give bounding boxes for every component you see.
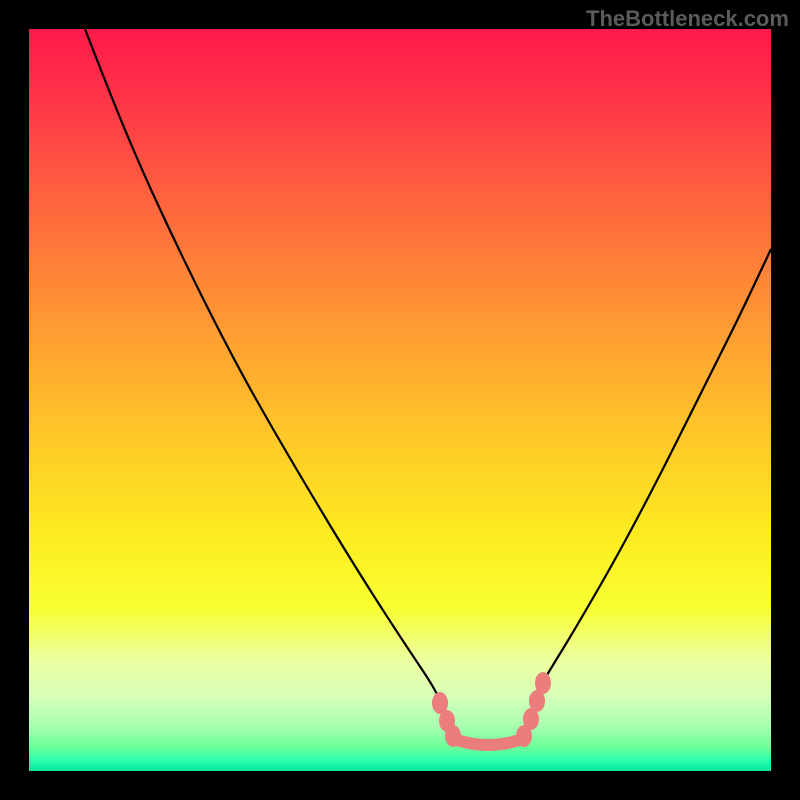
watermark-text: TheBottleneck.com (586, 6, 789, 32)
plot-area (29, 29, 771, 771)
curve-valley-floor (453, 739, 523, 745)
gradient-background (29, 29, 771, 771)
marker-dot (445, 725, 461, 747)
marker-dot (535, 672, 551, 694)
chart-frame: TheBottleneck.com (0, 0, 800, 800)
